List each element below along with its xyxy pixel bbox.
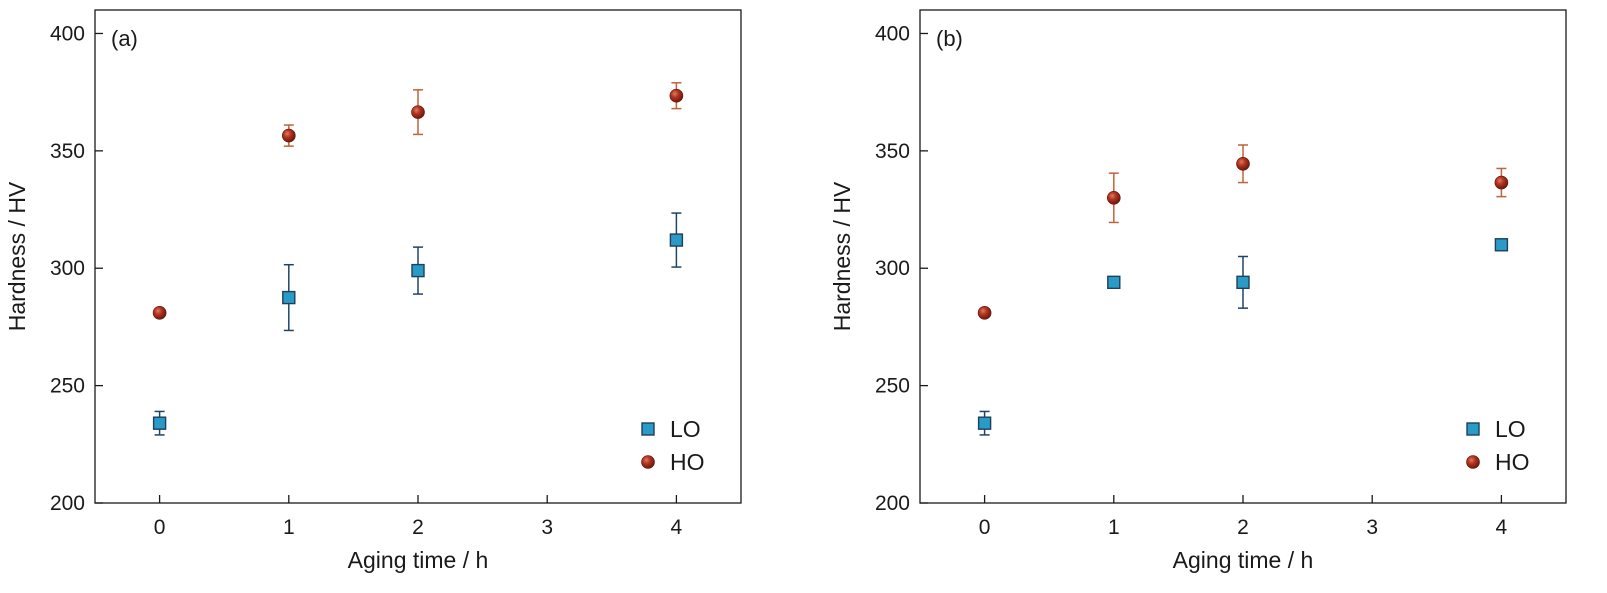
y-tick-label: 400 bbox=[875, 22, 910, 45]
x-axis-label: Aging time / h bbox=[1173, 547, 1314, 573]
x-axis-label: Aging time / h bbox=[348, 547, 489, 573]
series-lo: LO bbox=[152, 212, 701, 442]
chart-panel-b: 0 1 2 3 4 200 250 300 350 400 Aging time / h Hardne… bbox=[829, 9, 1567, 573]
y-tick-label: 300 bbox=[875, 257, 910, 280]
y-tick-label: 400 bbox=[50, 22, 85, 45]
legend-marker-circle bbox=[641, 455, 655, 469]
data-point-circle bbox=[1107, 191, 1121, 205]
series-ho: HO bbox=[152, 82, 705, 475]
chart-panel-a: 0 1 2 3 4 200 250 300 350 400 Aging time / h Hardne… bbox=[4, 9, 742, 573]
data-point-square bbox=[1494, 238, 1509, 252]
data-point-circle bbox=[281, 128, 296, 143]
y-tick-label: 300 bbox=[50, 257, 85, 280]
y-axis-label: Hardness / HV bbox=[4, 181, 30, 331]
data-point-square bbox=[977, 416, 992, 430]
data-point-circle bbox=[1494, 175, 1509, 190]
data-point-circle bbox=[977, 306, 992, 320]
legend-label: LO bbox=[670, 416, 701, 442]
data-point-circle bbox=[152, 306, 167, 320]
x-tick-label: 4 bbox=[671, 516, 683, 539]
x-tick-label: 0 bbox=[154, 516, 166, 539]
y-tick-label: 350 bbox=[50, 140, 85, 163]
data-point-square bbox=[152, 416, 167, 430]
y-tick-label: 350 bbox=[875, 140, 910, 163]
x-tick-label: 2 bbox=[1237, 516, 1249, 539]
data-point-square bbox=[669, 233, 684, 247]
x-tick-label: 3 bbox=[541, 516, 553, 539]
legend-marker-square bbox=[641, 422, 655, 436]
data-point-square bbox=[1236, 275, 1250, 290]
legend-label: LO bbox=[1495, 416, 1526, 442]
y-axis-label: Hardness / HV bbox=[829, 181, 855, 331]
y-tick-label: 200 bbox=[50, 492, 85, 515]
x-tick-label: 3 bbox=[1366, 516, 1378, 539]
panel-label: (b) bbox=[936, 26, 963, 51]
data-point-square bbox=[282, 290, 296, 305]
y-tick-label: 250 bbox=[875, 375, 910, 398]
x-tick-label: 2 bbox=[412, 516, 424, 539]
data-point-square bbox=[411, 263, 425, 278]
x-tick-label: 1 bbox=[1108, 516, 1120, 539]
series-lo: LO bbox=[977, 238, 1526, 442]
panel-label: (a) bbox=[111, 26, 138, 51]
data-point-circle bbox=[411, 105, 425, 119]
x-tick-label: 1 bbox=[283, 516, 295, 539]
y-tick-label: 250 bbox=[50, 375, 85, 398]
legend-label: HO bbox=[1495, 449, 1530, 475]
x-tick-label: 4 bbox=[1496, 516, 1508, 539]
data-point-square bbox=[1107, 275, 1121, 290]
x-tick-label: 0 bbox=[979, 516, 991, 539]
legend-marker-circle bbox=[1466, 455, 1480, 469]
series-ho: HO bbox=[977, 144, 1530, 475]
data-point-circle bbox=[669, 88, 684, 103]
legend-label: HO bbox=[670, 449, 705, 475]
y-tick-label: 200 bbox=[875, 492, 910, 515]
data-point-circle bbox=[1236, 156, 1250, 171]
legend-marker-square bbox=[1466, 422, 1480, 436]
